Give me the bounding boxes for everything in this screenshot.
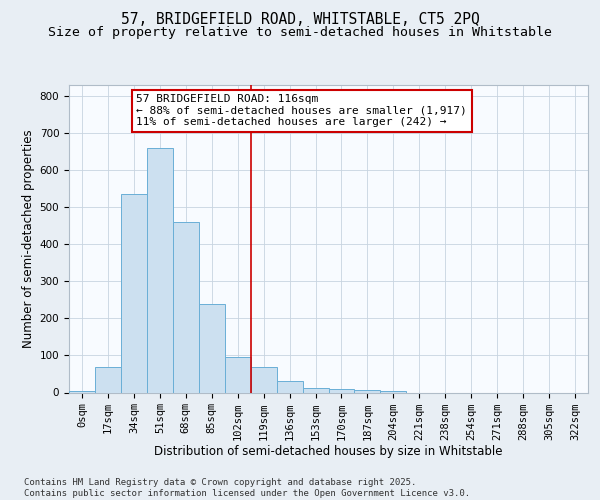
- Bar: [277, 382, 302, 392]
- Bar: [121, 194, 147, 392]
- Y-axis label: Number of semi-detached properties: Number of semi-detached properties: [22, 130, 35, 348]
- Bar: [173, 222, 199, 392]
- Text: Contains HM Land Registry data © Crown copyright and database right 2025.
Contai: Contains HM Land Registry data © Crown c…: [24, 478, 470, 498]
- Bar: [95, 366, 121, 392]
- Text: 57, BRIDGEFIELD ROAD, WHITSTABLE, CT5 2PQ: 57, BRIDGEFIELD ROAD, WHITSTABLE, CT5 2P…: [121, 12, 479, 28]
- Bar: [69, 390, 95, 392]
- Bar: [199, 304, 224, 392]
- X-axis label: Distribution of semi-detached houses by size in Whitstable: Distribution of semi-detached houses by …: [154, 446, 503, 458]
- Text: Size of property relative to semi-detached houses in Whitstable: Size of property relative to semi-detach…: [48, 26, 552, 39]
- Text: 57 BRIDGEFIELD ROAD: 116sqm
← 88% of semi-detached houses are smaller (1,917)
11: 57 BRIDGEFIELD ROAD: 116sqm ← 88% of sem…: [136, 94, 467, 128]
- Bar: [302, 388, 329, 392]
- Bar: [251, 366, 277, 392]
- Bar: [355, 390, 380, 392]
- Bar: [147, 148, 173, 392]
- Bar: [329, 389, 355, 392]
- Bar: [225, 358, 251, 392]
